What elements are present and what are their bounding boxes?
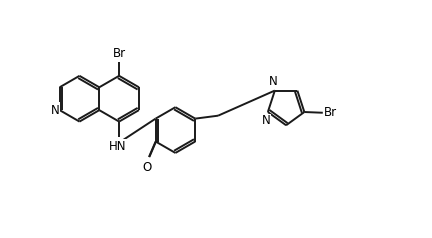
Text: HN: HN [108, 140, 126, 153]
Text: Br: Br [324, 106, 337, 119]
Text: O: O [143, 161, 152, 174]
Text: N: N [51, 104, 59, 117]
Text: N: N [269, 75, 278, 88]
Text: Br: Br [113, 47, 126, 60]
Text: N: N [262, 114, 271, 127]
